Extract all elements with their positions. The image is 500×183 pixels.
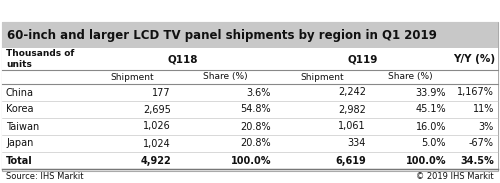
Text: 2,695: 2,695	[143, 104, 171, 115]
Text: Taiwan: Taiwan	[6, 122, 39, 132]
Text: 33.9%: 33.9%	[416, 87, 446, 98]
Text: 177: 177	[152, 87, 171, 98]
Text: 1,026: 1,026	[144, 122, 171, 132]
Text: 1,167%: 1,167%	[457, 87, 494, 98]
Text: Source: IHS Markit: Source: IHS Markit	[6, 172, 84, 181]
Text: © 2019 IHS Markit: © 2019 IHS Markit	[416, 172, 494, 181]
Text: Share (%): Share (%)	[202, 72, 248, 81]
Bar	[2, 22, 498, 48]
Bar	[2, 70, 498, 84]
Text: Total: Total	[6, 156, 33, 165]
Text: Shipment: Shipment	[110, 72, 154, 81]
Text: Thousands of
units: Thousands of units	[6, 49, 74, 69]
Text: 1,024: 1,024	[144, 139, 171, 148]
Text: 11%: 11%	[472, 104, 494, 115]
Text: 1,061: 1,061	[338, 122, 366, 132]
Bar	[2, 118, 498, 135]
Bar	[2, 22, 498, 171]
Text: 45.1%: 45.1%	[416, 104, 446, 115]
Text: Share (%): Share (%)	[388, 72, 432, 81]
Text: 3.6%: 3.6%	[246, 87, 271, 98]
Text: Q118: Q118	[167, 54, 198, 64]
Bar	[2, 84, 498, 101]
Text: 5.0%: 5.0%	[422, 139, 446, 148]
Text: -67%: -67%	[469, 139, 494, 148]
Text: 6,619: 6,619	[335, 156, 366, 165]
Text: 54.8%: 54.8%	[240, 104, 271, 115]
Text: 2,242: 2,242	[338, 87, 366, 98]
Bar	[2, 152, 498, 169]
Text: 4,922: 4,922	[140, 156, 171, 165]
Text: 60-inch and larger LCD TV panel shipments by region in Q1 2019: 60-inch and larger LCD TV panel shipment…	[7, 29, 437, 42]
Text: 2,982: 2,982	[338, 104, 366, 115]
Text: Japan: Japan	[6, 139, 34, 148]
Text: Korea: Korea	[6, 104, 34, 115]
Text: 20.8%: 20.8%	[240, 122, 271, 132]
Text: 100.0%: 100.0%	[230, 156, 271, 165]
Text: 34.5%: 34.5%	[460, 156, 494, 165]
Text: 20.8%: 20.8%	[240, 139, 271, 148]
Text: Shipment: Shipment	[300, 72, 344, 81]
Text: Q119: Q119	[348, 54, 378, 64]
Text: 334: 334	[348, 139, 366, 148]
Text: 16.0%: 16.0%	[416, 122, 446, 132]
Text: Y/Y (%): Y/Y (%)	[453, 54, 495, 64]
Bar	[2, 135, 498, 152]
Bar	[2, 48, 498, 70]
Bar	[2, 101, 498, 118]
Text: 100.0%: 100.0%	[406, 156, 446, 165]
Text: China: China	[6, 87, 34, 98]
Text: 3%: 3%	[479, 122, 494, 132]
